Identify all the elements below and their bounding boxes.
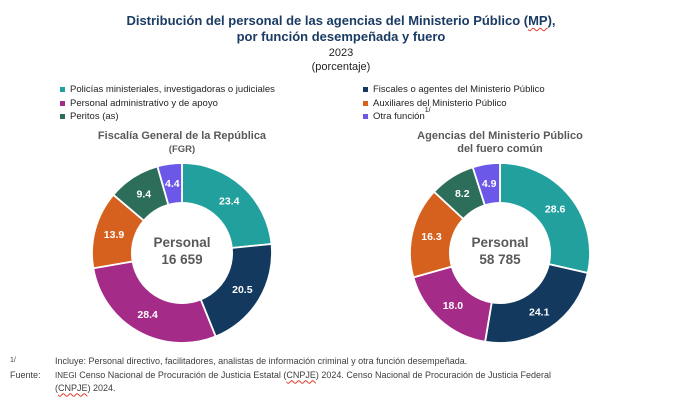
footnote-text: Incluye: Personal directivo, facilitador… — [55, 355, 468, 366]
donut-fuero-comun: 28.6 24.1 18.0 16.3 8.2 4.9 Personal 58 785 — [385, 158, 615, 348]
legend-item-label: Fiscales o agentes del Ministerio Públic… — [373, 84, 545, 95]
source-acronym-cnpje-1: CNPJE — [286, 369, 316, 380]
legend-marker-square — [363, 100, 368, 106]
source-label: Fuente: — [10, 369, 41, 380]
legend-item-label: Peritos (as) — [70, 111, 119, 122]
donut-fgr: 23.4 20.5 28.4 13.9 9.4 4.4 Personal 16 659 — [67, 158, 297, 348]
chart-fgr: Fiscalía General de la República (FGR) 2… — [67, 130, 297, 348]
legend-marker-square — [60, 100, 65, 106]
legend-marker-square — [363, 114, 368, 120]
svg-text:Personal: Personal — [471, 235, 528, 250]
legend-item-label: Auxiliares del Ministerio Público — [373, 97, 507, 109]
legend-item-auxiliares: Auxiliares del Ministerio Público — [363, 97, 682, 111]
title-line1-post: ), — [547, 13, 556, 28]
legend-item-fiscales: Fiscales o agentes del Ministerio Públic… — [363, 83, 682, 97]
svg-text:Personal: Personal — [153, 235, 210, 250]
page-title: Distribución del personal de las agencia… — [0, 13, 682, 45]
legend-item-peritos: Peritos (as) — [60, 110, 363, 124]
svg-text:23.4: 23.4 — [219, 195, 240, 207]
title-line1-pre: Distribución del personal de las agencia… — [126, 13, 529, 28]
legend-item-policias: Policías ministeriales, investigadoras o… — [60, 83, 363, 97]
legend-item-label: Otra función1/ — [373, 106, 431, 122]
chart-fgr-title: Fiscalía General de la República — [97, 129, 267, 142]
chart-fuero-comun-title: Agencias del Ministerio Público — [417, 129, 583, 142]
svg-text:24.1: 24.1 — [529, 306, 550, 318]
chart-fuero-comun-subtitle: del fuero común — [457, 142, 543, 155]
chart-fgr-subtitle: (FGR) — [168, 143, 196, 155]
footnote-marker: 1/ — [10, 356, 16, 364]
title-unit: (porcentaje) — [311, 61, 371, 73]
chart-fuero-comun: Agencias del Ministerio Público del fuer… — [385, 130, 615, 348]
footnotes: 1/ Incluye: Personal directivo, facilita… — [0, 355, 682, 395]
svg-text:28.4: 28.4 — [137, 309, 158, 321]
svg-text:20.5: 20.5 — [232, 284, 253, 296]
legend-marker-square — [60, 114, 65, 120]
svg-text:16.3: 16.3 — [421, 231, 442, 243]
svg-text:9.4: 9.4 — [137, 188, 152, 200]
svg-text:8.2: 8.2 — [455, 188, 470, 200]
title-year: 2023 — [328, 47, 354, 59]
legend-item-label: Personal administrativo y de apoyo — [70, 97, 218, 109]
svg-text:28.6: 28.6 — [545, 203, 566, 215]
title-line2: por función desempeñada y fuero — [236, 29, 446, 44]
legend: Policías ministeriales, investigadoras o… — [0, 83, 682, 124]
svg-text:4.9: 4.9 — [482, 178, 497, 190]
svg-text:4.4: 4.4 — [165, 177, 180, 189]
svg-text:58 785: 58 785 — [479, 252, 521, 267]
charts-row: Fiscalía General de la República (FGR) 2… — [0, 130, 682, 348]
inegi-wordmark: INEGI — [55, 370, 77, 380]
svg-text:16 659: 16 659 — [161, 252, 202, 267]
legend-footnote-sup: 1/ — [424, 106, 431, 114]
title-acronym-mp: MP — [528, 13, 548, 28]
source-acronym-cnpje-2: CNPJE — [58, 382, 88, 393]
legend-item-administrativo: Personal administrativo y de apoyo — [60, 97, 363, 111]
legend-column-2: Fiscales o agentes del Ministerio Públic… — [363, 83, 682, 124]
svg-text:13.9: 13.9 — [104, 229, 125, 241]
source-text: INEGI Censo Nacional de Procuración de J… — [55, 369, 552, 393]
legend-item-otra-funcion: Otra función1/ — [363, 106, 682, 124]
title-block: Distribución del personal de las agencia… — [0, 0, 682, 74]
footnote-row: 1/ Incluye: Personal directivo, facilita… — [0, 355, 682, 369]
legend-marker-square — [60, 87, 65, 93]
source-row: Fuente: INEGI Censo Nacional de Procurac… — [0, 369, 682, 395]
legend-column-1: Policías ministeriales, investigadoras o… — [60, 83, 363, 124]
legend-marker-square — [363, 87, 368, 93]
svg-text:18.0: 18.0 — [443, 300, 464, 312]
legend-item-label: Policías ministeriales, investigadoras o… — [70, 84, 275, 95]
